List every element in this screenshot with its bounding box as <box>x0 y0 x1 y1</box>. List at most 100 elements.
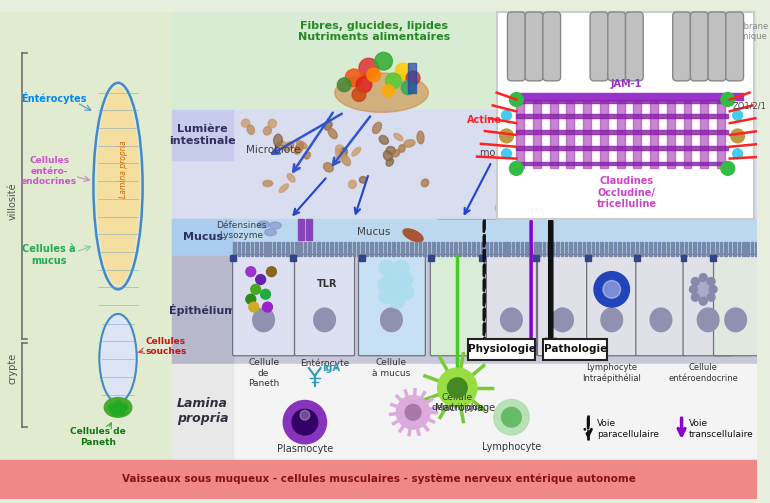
Bar <box>246 242 249 256</box>
Bar <box>617 100 624 169</box>
FancyBboxPatch shape <box>487 255 537 356</box>
Bar <box>477 242 479 256</box>
Ellipse shape <box>394 133 403 141</box>
Circle shape <box>699 274 707 282</box>
Bar <box>556 242 558 256</box>
Circle shape <box>699 297 707 305</box>
Bar <box>585 255 591 261</box>
Bar <box>684 100 691 169</box>
Bar <box>306 218 312 240</box>
Bar <box>357 242 360 256</box>
Circle shape <box>300 410 310 420</box>
Ellipse shape <box>403 229 423 241</box>
FancyBboxPatch shape <box>537 255 588 356</box>
Bar <box>499 242 501 256</box>
Bar <box>667 242 669 256</box>
Text: Cellules de
Paneth: Cellules de Paneth <box>71 427 126 447</box>
Bar <box>627 242 629 256</box>
Bar <box>547 242 550 256</box>
Bar <box>680 242 682 256</box>
Circle shape <box>494 399 529 435</box>
FancyBboxPatch shape <box>543 12 561 81</box>
Bar <box>517 130 728 134</box>
Bar <box>464 242 466 256</box>
Bar <box>0 460 758 499</box>
Bar <box>450 242 453 256</box>
Bar <box>596 242 598 256</box>
Circle shape <box>394 261 409 275</box>
FancyBboxPatch shape <box>683 255 733 356</box>
Bar <box>681 255 687 261</box>
Bar <box>644 242 647 256</box>
Bar <box>693 242 696 256</box>
Bar <box>725 242 727 256</box>
Bar <box>715 242 718 256</box>
Bar <box>353 242 355 256</box>
Bar <box>273 242 276 256</box>
Bar <box>517 114 728 118</box>
Circle shape <box>352 88 366 102</box>
Bar <box>533 255 539 261</box>
Bar <box>517 100 728 104</box>
Circle shape <box>386 73 401 89</box>
Bar <box>277 242 280 256</box>
Bar <box>738 242 740 256</box>
Bar <box>251 242 253 256</box>
Circle shape <box>375 52 393 70</box>
Bar <box>717 100 725 169</box>
FancyBboxPatch shape <box>525 12 543 81</box>
Bar <box>0 12 172 460</box>
Text: Cellules
souches: Cellules souches <box>146 337 187 356</box>
FancyBboxPatch shape <box>708 12 726 81</box>
Text: Lumière
intestinale: Lumière intestinale <box>169 124 236 146</box>
Text: crypte: crypte <box>8 353 18 384</box>
Circle shape <box>510 93 524 107</box>
Ellipse shape <box>725 308 746 331</box>
Bar <box>317 242 320 256</box>
Circle shape <box>501 407 521 427</box>
Circle shape <box>733 110 742 120</box>
Bar <box>401 242 403 256</box>
Ellipse shape <box>275 141 286 149</box>
Text: Claudines
Occludine/
tricelluline: Claudines Occludine/ tricelluline <box>597 176 657 209</box>
Bar <box>361 242 364 256</box>
Bar <box>600 100 608 169</box>
Ellipse shape <box>102 316 134 400</box>
Ellipse shape <box>403 140 415 147</box>
Text: Cellules
entéro-
endocrines: Cellules entéro- endocrines <box>21 156 77 186</box>
Circle shape <box>691 278 699 285</box>
Text: Fibres, glucides, lipides
Nutriments alimentaires: Fibres, glucides, lipides Nutriments ali… <box>298 21 450 42</box>
FancyBboxPatch shape <box>590 12 608 81</box>
Circle shape <box>292 409 318 435</box>
Bar <box>366 242 368 256</box>
Bar <box>468 339 535 360</box>
Text: Mucus: Mucus <box>357 227 390 237</box>
Bar <box>543 339 607 360</box>
Circle shape <box>603 281 621 298</box>
Bar <box>340 242 342 256</box>
Bar <box>359 255 365 261</box>
Text: Microbiote: Microbiote <box>246 145 301 155</box>
Ellipse shape <box>323 162 333 172</box>
Bar <box>517 242 519 256</box>
Ellipse shape <box>283 142 293 151</box>
Ellipse shape <box>263 127 272 135</box>
Circle shape <box>500 129 514 143</box>
Bar <box>631 242 634 256</box>
Bar <box>172 218 233 256</box>
Bar <box>172 256 233 364</box>
Ellipse shape <box>373 122 381 133</box>
Bar <box>432 242 435 256</box>
Bar <box>290 255 296 261</box>
Circle shape <box>447 378 467 397</box>
Bar <box>343 242 346 256</box>
Ellipse shape <box>247 125 254 134</box>
Ellipse shape <box>294 142 303 153</box>
Circle shape <box>251 285 260 294</box>
Text: Vaisseaux sous muqueux - cellules musculaires - système nerveux entérique autono: Vaisseaux sous muqueux - cellules muscul… <box>122 474 635 484</box>
Bar <box>707 242 709 256</box>
Circle shape <box>399 285 413 300</box>
Ellipse shape <box>335 73 428 112</box>
Bar <box>326 242 329 256</box>
Bar <box>322 242 324 256</box>
